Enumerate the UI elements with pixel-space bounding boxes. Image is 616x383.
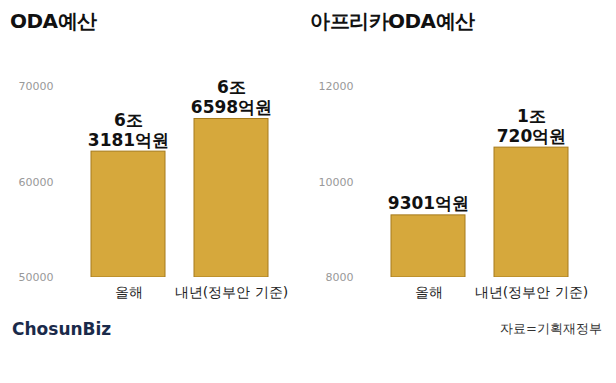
- svg-text:60000: 60000: [19, 176, 54, 189]
- svg-text:내년(정부안 기준): 내년(정부안 기준): [475, 284, 588, 300]
- html-text:아프리카ODA예산: 아프리카ODA예산: [310, 9, 475, 33]
- svg-text:12000: 12000: [319, 80, 354, 93]
- html-text:ODA예산: ODA예산: [10, 9, 97, 33]
- svg-text:9301억원: 9301억원: [388, 193, 469, 213]
- svg-text:6조3181억원: 6조3181억원: [88, 110, 169, 150]
- html-text:자료=기획재정부: 자료=기획재정부: [500, 321, 602, 336]
- svg-text:올해: 올해: [115, 284, 143, 300]
- svg-text:70000: 70000: [19, 80, 54, 93]
- svg-text:50000: 50000: [19, 271, 54, 284]
- svg-text:올해: 올해: [415, 284, 443, 300]
- svg-text:6조6598억원: 6조6598억원: [191, 77, 272, 117]
- svg-text:내년(정부안 기준): 내년(정부안 기준): [175, 284, 288, 300]
- html-text:ChosunBiz: ChosunBiz: [12, 319, 112, 339]
- svg-text:10000: 10000: [319, 176, 354, 189]
- svg-text:1조720억원: 1조720억원: [497, 106, 567, 146]
- svg-text:8000: 8000: [326, 271, 354, 284]
